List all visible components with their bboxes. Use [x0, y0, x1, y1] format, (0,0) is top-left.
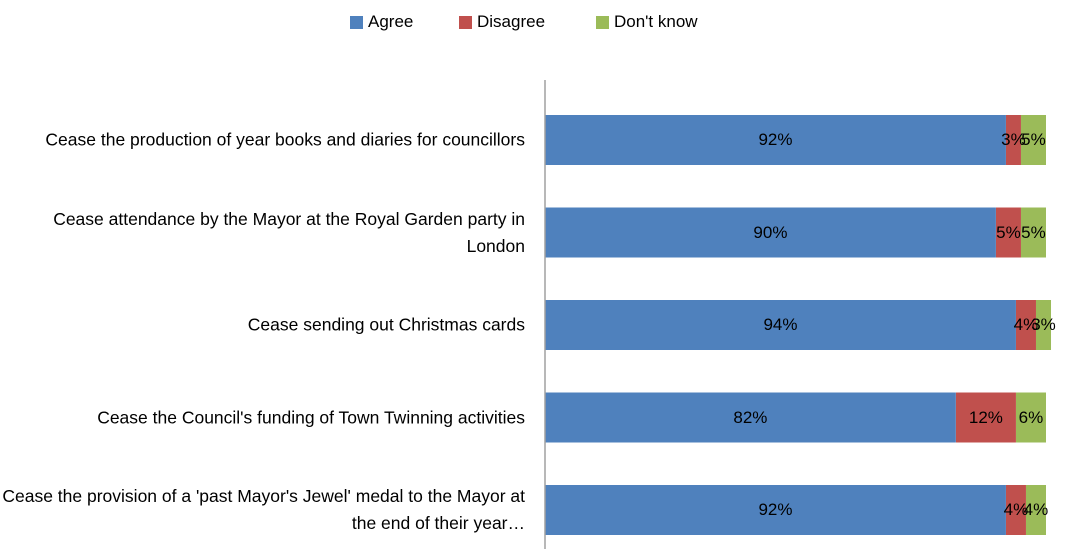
bar — [1020, 207, 1046, 258]
value-label: 4% — [1023, 500, 1049, 519]
value-label: 5% — [996, 222, 1021, 242]
value-label: 5% — [1021, 222, 1046, 242]
category-label: Cease attendance by the Mayor at the Roy… — [53, 208, 525, 256]
value-label: 12% — [968, 407, 1003, 427]
value-label: 3% — [1031, 315, 1056, 334]
legend-swatch — [459, 15, 472, 29]
value-label: 5% — [1021, 130, 1046, 149]
bar — [545, 392, 956, 443]
value-label: 4% — [1013, 315, 1039, 334]
legend-label: Disagree — [477, 12, 546, 31]
legend-item: Agree — [350, 12, 413, 32]
legend-label: Agree — [368, 12, 414, 31]
legend-swatch — [596, 15, 609, 29]
legend-item: Don't know — [596, 12, 698, 32]
category-label: Cease the provision of a 'past Mayor's J… — [2, 486, 525, 533]
legend-item: Disagree — [459, 12, 545, 32]
legend-swatch — [350, 15, 363, 29]
bar — [1015, 300, 1036, 350]
bar — [995, 207, 1021, 258]
value-label: 3% — [1001, 130, 1026, 149]
category-label: Cease the production of year books and d… — [45, 129, 525, 150]
bar — [1025, 485, 1046, 535]
bar — [1015, 392, 1046, 443]
value-label: 92% — [758, 130, 793, 149]
bar — [545, 115, 1006, 165]
value-label: 92% — [758, 500, 793, 519]
value-label: 94% — [763, 315, 798, 334]
value-label: 90% — [753, 222, 788, 242]
category-label: Cease sending out Christmas cards — [247, 314, 525, 335]
bar — [1005, 115, 1021, 165]
bar — [1020, 115, 1046, 165]
value-label: 82% — [733, 407, 768, 427]
legend-label: Don't know — [614, 12, 698, 31]
bar — [1005, 485, 1026, 535]
bar — [545, 207, 996, 258]
bar — [1035, 300, 1052, 350]
category-label: Cease the Council's funding of Town Twin… — [97, 407, 525, 427]
value-label: 4% — [1003, 500, 1029, 519]
value-label: 6% — [1018, 407, 1044, 427]
bar — [545, 300, 1016, 350]
bar — [955, 392, 1016, 443]
bar — [545, 485, 1006, 535]
